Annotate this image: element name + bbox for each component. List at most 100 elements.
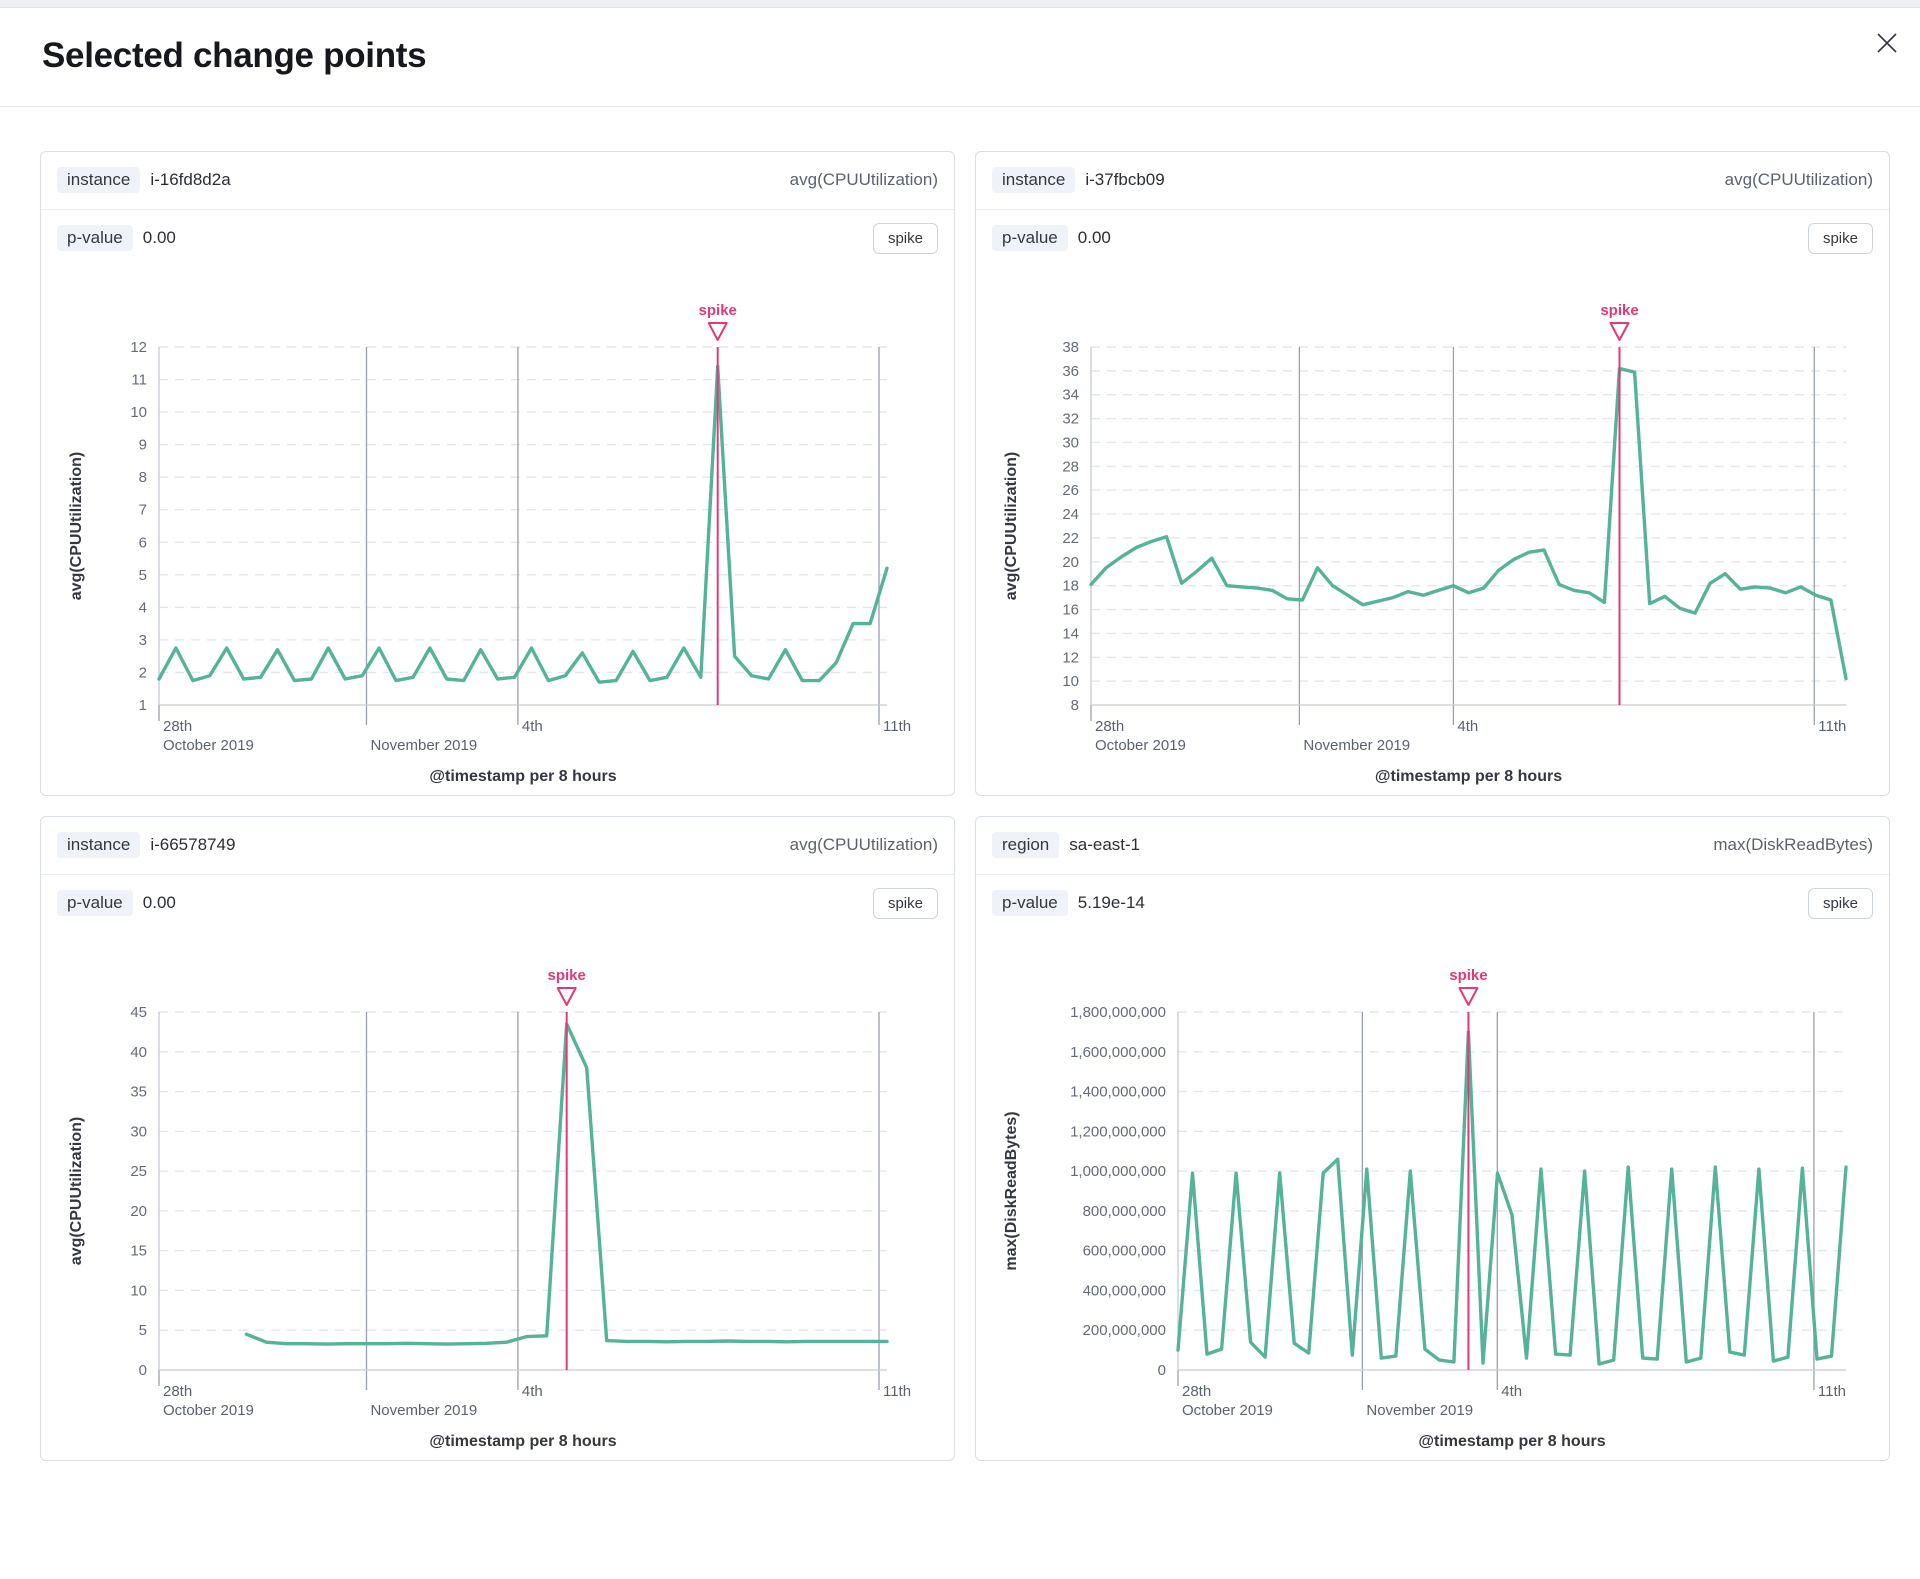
x-tick-label: 28th — [163, 718, 192, 735]
y-tick-label: 36 — [1062, 363, 1079, 380]
y-tick-label: 20 — [1062, 554, 1079, 571]
y-axis-title: avg(CPUUtilization) — [1003, 452, 1020, 600]
x-tick-label: October 2019 — [163, 737, 254, 754]
series-line — [1176, 1029, 1848, 1366]
x-tick-label: 11th — [1818, 718, 1846, 735]
spike-marker-icon — [1609, 321, 1630, 341]
y-tick-label: 11 — [131, 371, 147, 388]
y-tick-label: 18 — [1062, 577, 1079, 594]
p-value-badge: p-value — [992, 890, 1068, 917]
panel-subheader-row: p-value 0.00 spike — [976, 210, 1889, 267]
p-value: 5.19e-14 — [1077, 893, 1145, 913]
metric-label: max(DiskReadBytes) — [1713, 835, 1873, 855]
x-tick-label: 4th — [1501, 1383, 1522, 1400]
y-tick-label: 26 — [1062, 482, 1079, 499]
y-tick-label: 22 — [1062, 530, 1079, 547]
y-tick-label: 16 — [1062, 601, 1079, 618]
p-value: 0.00 — [142, 228, 176, 248]
change-point-chart: 0 200,000,000 400,000,000 600,000,000 800,00… — [976, 932, 1889, 1460]
spike-annotation-label: spike — [1600, 302, 1638, 319]
spike-annotation-label: spike — [1449, 967, 1487, 984]
change-type-button[interactable]: spike — [872, 222, 938, 254]
field-value: i-16fd8d2a — [150, 170, 231, 190]
y-tick-label: 1,400,000,000 — [1070, 1083, 1166, 1100]
y-tick-label: 14 — [1062, 625, 1079, 642]
p-value: 0.00 — [142, 893, 176, 913]
modal-header: Selected change points — [0, 8, 1920, 107]
x-axis-title: @timestamp per 8 hours — [1418, 1433, 1605, 1450]
y-tick-label: 6 — [139, 534, 147, 551]
y-tick-label: 24 — [1062, 506, 1079, 523]
change-type-button[interactable]: spike — [1807, 887, 1873, 919]
y-tick-label: 800,000,000 — [1083, 1203, 1166, 1220]
x-tick-label: 4th — [1457, 718, 1478, 735]
y-tick-label: 45 — [130, 1004, 147, 1021]
y-tick-label: 12 — [130, 339, 147, 356]
change-point-panel: instance i-37fbcb09 avg(CPUUtilization) … — [975, 150, 1890, 796]
series-line — [1089, 366, 1848, 681]
chart-svg: 0 5 10 15 20 25 30 35 40 45 28th October 2019 Novemb… — [68, 967, 911, 1450]
change-type-button[interactable]: spike — [1807, 222, 1873, 254]
x-tick-label: October 2019 — [1182, 1402, 1273, 1419]
y-axis-title: avg(CPUUtilization) — [68, 1117, 85, 1265]
y-tick-label: 12 — [1062, 649, 1079, 666]
y-axis-title: max(DiskReadBytes) — [1003, 1111, 1020, 1270]
y-tick-label: 1,800,000,000 — [1070, 1004, 1166, 1021]
metric-label: avg(CPUUtilization) — [789, 170, 938, 190]
y-tick-label: 8 — [1071, 697, 1079, 714]
panel-subheader-row: p-value 0.00 spike — [41, 210, 954, 267]
y-tick-label: 400,000,000 — [1083, 1282, 1166, 1299]
page-title: Selected change points — [42, 36, 427, 75]
y-tick-label: 25 — [130, 1163, 147, 1180]
x-tick-label: November 2019 — [1303, 737, 1410, 754]
x-tick-label: 11th — [1818, 1383, 1846, 1400]
p-value-badge: p-value — [57, 890, 133, 917]
x-tick-label: 11th — [883, 1383, 911, 1400]
y-tick-label: 200,000,000 — [1083, 1322, 1166, 1339]
field-name-badge: region — [992, 832, 1060, 859]
y-tick-label: 2 — [139, 664, 147, 681]
y-tick-label: 1,600,000,000 — [1070, 1044, 1166, 1061]
y-tick-label: 32 — [1062, 410, 1079, 427]
y-tick-label: 10 — [130, 1282, 147, 1299]
change-point-panel: instance i-16fd8d2a avg(CPUUtilization) … — [40, 150, 955, 796]
x-tick-label: November 2019 — [370, 1402, 477, 1419]
x-tick-label: 28th — [163, 1383, 192, 1400]
x-tick-label: 4th — [522, 1383, 543, 1400]
change-point-chart: 0 5 10 15 20 25 30 35 40 45 28th October 2019 Novemb… — [41, 932, 954, 1460]
field-value: i-66578749 — [150, 835, 236, 855]
y-tick-label: 30 — [1062, 434, 1079, 451]
x-tick-label: 11th — [883, 718, 911, 735]
change-point-panel: region sa-east-1 max(DiskReadBytes) p-va… — [975, 815, 1890, 1461]
y-axis-title: avg(CPUUtilization) — [68, 452, 85, 600]
y-tick-label: 35 — [130, 1083, 147, 1100]
p-value-badge: p-value — [57, 225, 133, 252]
x-axis-title: @timestamp per 8 hours — [1375, 768, 1562, 785]
y-tick-label: 10 — [1062, 673, 1079, 690]
x-tick-label: 28th — [1182, 1383, 1211, 1400]
spike-annotation-label: spike — [699, 302, 737, 319]
y-tick-label: 15 — [130, 1242, 147, 1259]
y-tick-label: 3 — [139, 632, 147, 649]
p-value: 0.00 — [1077, 228, 1111, 248]
y-tick-label: 1 — [139, 697, 147, 714]
y-tick-label: 38 — [1062, 339, 1079, 356]
y-tick-label: 4 — [139, 599, 147, 616]
change-point-panel: instance i-66578749 avg(CPUUtilization) … — [40, 815, 955, 1461]
close-icon[interactable] — [1870, 26, 1904, 60]
y-tick-label: 1,000,000,000 — [1070, 1163, 1166, 1180]
chart-svg: 0 200,000,000 400,000,000 600,000,000 800,00… — [1003, 967, 1848, 1450]
page-top-strip — [0, 0, 1920, 8]
change-type-button[interactable]: spike — [872, 887, 938, 919]
y-tick-label: 10 — [130, 404, 147, 421]
chart-svg: 8 10 12 14 16 18 20 22 24 26 28 30 32 34 36 38 28th Octob… — [1003, 302, 1848, 785]
change-point-chart: 8 10 12 14 16 18 20 22 24 26 28 30 32 34 36 38 28th Octob… — [976, 267, 1889, 795]
x-tick-label: November 2019 — [1366, 1402, 1473, 1419]
spike-marker-icon — [1458, 986, 1479, 1006]
y-tick-label: 5 — [139, 1322, 147, 1339]
p-value-badge: p-value — [992, 225, 1068, 252]
spike-marker-icon — [556, 986, 577, 1006]
spike-annotation-label: spike — [548, 967, 586, 984]
y-tick-label: 9 — [139, 436, 147, 453]
